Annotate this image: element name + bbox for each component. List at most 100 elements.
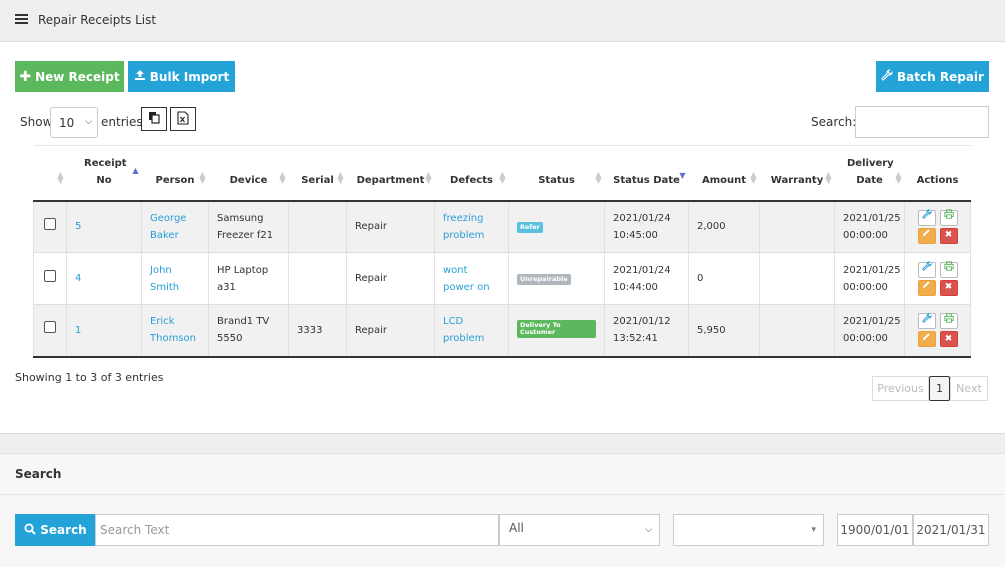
delete-icon: ✖ (944, 230, 953, 241)
column-header-amount[interactable]: Amount ▲ ▼ (688, 145, 760, 202)
repair-action-button[interactable] (917, 261, 936, 278)
cell-serial (288, 200, 347, 253)
column-header-serial[interactable]: Serial ▲ ▼ (288, 145, 347, 202)
search-icon (24, 523, 36, 538)
select-column-header[interactable]: ▲ ▼ (33, 145, 67, 202)
category-select-value: All (509, 521, 524, 535)
column-header-warranty[interactable]: Warranty ▲ ▼ (759, 145, 835, 202)
cell-defects[interactable]: freezing problem (434, 200, 509, 253)
menu-icon[interactable] (15, 14, 28, 25)
status-select[interactable]: ▾ (673, 514, 824, 546)
search-panel-header (0, 453, 1005, 495)
row-checkbox[interactable] (44, 217, 56, 230)
previous-page-button[interactable]: Previous (872, 376, 929, 401)
repair-action-button[interactable] (917, 313, 936, 330)
column-header-actions: Actions (904, 145, 971, 202)
cell-person[interactable]: George Baker (141, 200, 209, 253)
delete-action-button[interactable]: ✖ (939, 279, 958, 296)
cell-receipt-no[interactable]: 5 (66, 200, 142, 253)
edit-action-button[interactable] (917, 331, 936, 348)
delete-action-button[interactable]: ✖ (939, 331, 958, 348)
wrench-icon (921, 313, 932, 330)
pencil-icon (922, 279, 931, 296)
row-select-cell (33, 304, 67, 358)
column-header-status[interactable]: Status ▲ ▼ (508, 145, 605, 202)
cell-delivery-date: 2021/01/25 00:00:00 (834, 252, 905, 305)
column-header-department[interactable]: Department ▲ ▼ (346, 145, 435, 202)
table-row: 4 John Smith HP Laptop a31 Repair wont power… (33, 252, 971, 305)
new-receipt-button[interactable]: ✚ New Receipt (15, 61, 124, 92)
cell-serial: 3333 (288, 304, 347, 358)
next-page-button[interactable]: Next (950, 376, 988, 401)
print-action-button[interactable] (939, 261, 958, 278)
cell-device: HP Laptop a31 (208, 252, 289, 305)
cell-receipt-no[interactable]: 4 (66, 252, 142, 305)
cell-delivery-date: 2021/01/25 00:00:00 (834, 200, 905, 253)
cell-status: Delivery To Customer (508, 304, 605, 358)
column-header-receipt-no[interactable]: Receipt No ▲ (66, 145, 142, 202)
edit-action-button[interactable] (917, 227, 936, 244)
repair-action-button[interactable] (917, 209, 936, 226)
cell-receipt-no[interactable]: 1 (66, 304, 142, 358)
table-search-input[interactable] (855, 106, 989, 138)
section-divider (0, 433, 1005, 453)
new-receipt-label: New Receipt (35, 69, 120, 84)
copy-button[interactable] (141, 107, 167, 131)
date-to-input[interactable]: 2021/01/31 (913, 514, 989, 546)
cell-person[interactable]: Erick Thomson (141, 304, 209, 358)
print-action-button[interactable] (939, 209, 958, 226)
caret-down-icon: ▾ (811, 525, 816, 535)
wrench-icon (921, 261, 932, 278)
pagination: Previous 1 Next (872, 376, 988, 401)
search-button[interactable]: Search (15, 514, 96, 546)
category-select[interactable]: All ⌵ (499, 514, 660, 546)
bulk-import-button[interactable]: Bulk Import (128, 61, 235, 92)
cell-defects[interactable]: wont power on (434, 252, 509, 305)
date-from-input[interactable]: 1900/01/01 (837, 514, 913, 546)
status-badge: Unrepairable (517, 274, 571, 285)
cell-amount: 0 (688, 252, 760, 305)
cell-warranty (759, 252, 835, 305)
cell-delivery-date: 2021/01/25 00:00:00 (834, 304, 905, 358)
upload-icon (134, 69, 146, 84)
row-select-cell (33, 200, 67, 253)
cell-defects[interactable]: LCD problem (434, 304, 509, 358)
cell-actions: ✖ (904, 304, 971, 358)
row-checkbox[interactable] (44, 321, 56, 334)
pencil-icon (922, 331, 931, 348)
table-info: Showing 1 to 3 of 3 entries (15, 371, 164, 384)
cell-status: Refer (508, 200, 605, 253)
column-header-status-date[interactable]: Status Date ▼ (604, 145, 689, 202)
show-label: Show (20, 115, 53, 129)
column-header-defects[interactable]: Defects ▲ ▼ (434, 145, 509, 202)
cell-warranty (759, 200, 835, 253)
cell-person[interactable]: John Smith (141, 252, 209, 305)
column-header-person[interactable]: Person ▲ ▼ (141, 145, 209, 202)
cell-device: Samsung Freezer f21 (208, 200, 289, 253)
status-badge: Refer (517, 222, 543, 234)
excel-export-button[interactable] (170, 107, 196, 131)
delete-action-button[interactable]: ✖ (939, 227, 958, 244)
search-label: Search: (811, 115, 857, 129)
entries-select[interactable]: 10 ⌵ (50, 107, 98, 138)
delete-icon: ✖ (944, 282, 953, 292)
copy-icon (148, 111, 160, 127)
chevron-down-icon: ⌵ (85, 117, 92, 127)
wrench-icon (881, 69, 893, 84)
cell-department: Repair (346, 252, 435, 305)
cell-status-date: 2021/01/24 10:44:00 (604, 252, 689, 305)
print-icon (943, 313, 954, 330)
column-header-delivery-date[interactable]: Delivery Date ▲ ▼ (834, 145, 905, 202)
page-1-button[interactable]: 1 (929, 376, 950, 401)
plus-icon: ✚ (19, 68, 32, 85)
batch-repair-button[interactable]: Batch Repair (876, 61, 989, 92)
column-header-device[interactable]: Device ▲ ▼ (208, 145, 289, 202)
chevron-down-icon: ⌵ (645, 525, 652, 535)
row-checkbox[interactable] (44, 269, 56, 282)
cell-status-date: 2021/01/12 13:52:41 (604, 304, 689, 358)
print-action-button[interactable] (939, 313, 958, 330)
search-button-label: Search (40, 523, 87, 537)
edit-action-button[interactable] (917, 279, 936, 296)
cell-warranty (759, 304, 835, 358)
search-text-input[interactable]: Search Text (95, 514, 499, 546)
